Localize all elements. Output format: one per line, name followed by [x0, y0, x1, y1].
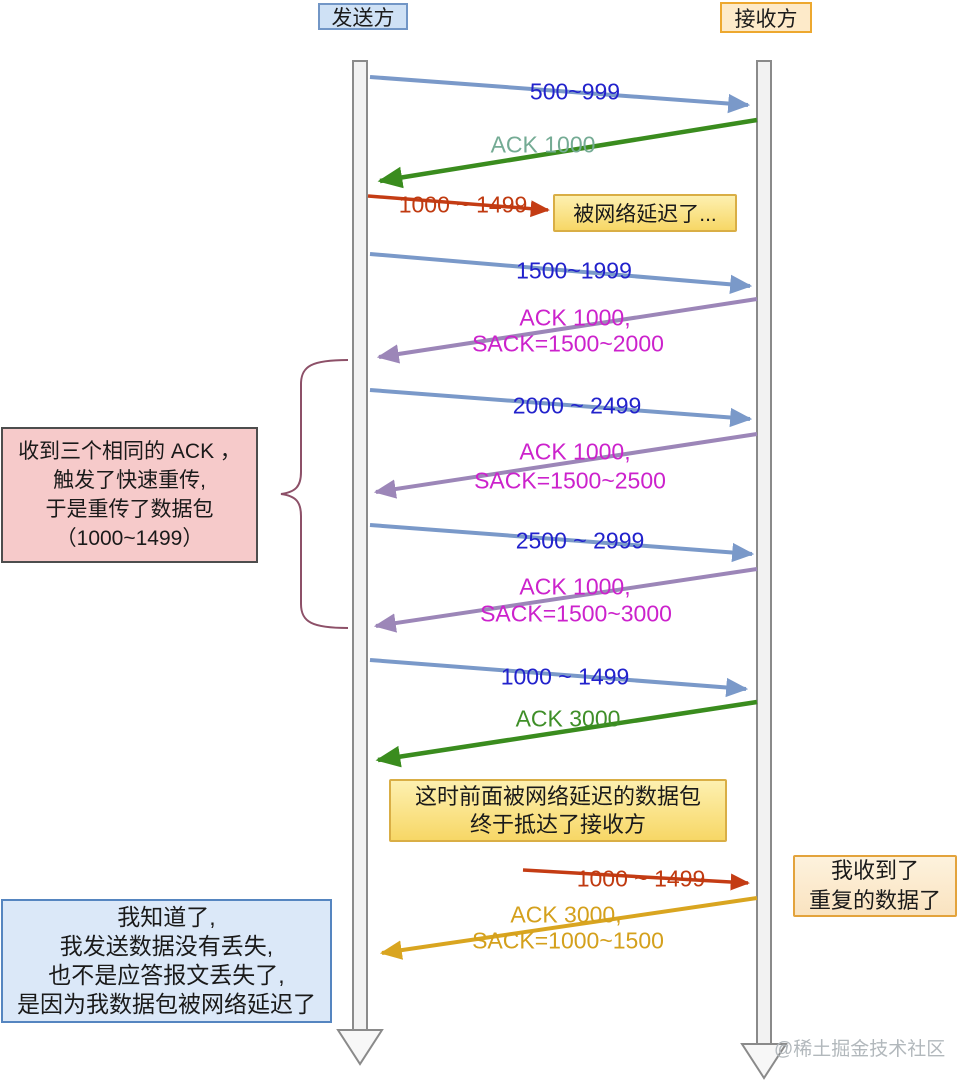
note-conclusion-line4: 是因为我数据包被网络延迟了 — [17, 991, 316, 1017]
arrow-data-2500-2999 — [369, 523, 755, 563]
note-delayed-packet-arrived-line1: 这时前面被网络延迟的数据包 — [414, 783, 701, 809]
message-label-1500-1999: 1500~1999 — [516, 257, 632, 284]
arrow-delayed-1000-1499 — [367, 194, 550, 218]
arrow-retransmit-1000-1499 — [369, 658, 749, 698]
note-conclusion-line2: 我发送数据没有丢失, — [59, 933, 274, 959]
message-label-2000-2499: 2000 ~ 2499 — [512, 392, 642, 419]
note-fast-retransmit-line2: 触发了快速重传, — [53, 469, 206, 492]
note-network-delayed: 被网络延迟了... — [553, 194, 737, 232]
message-label-sack-1500-2000: SACK=1500~2000 — [472, 330, 664, 357]
message-label-2500-2999: 2500 ~ 2999 — [515, 527, 645, 554]
note-network-delayed-text: 被网络延迟了... — [573, 203, 717, 226]
note-conclusion: 我知道了, 我发送数据没有丢失, 也不是应答报文丢失了, 是因为我数据包被网络延… — [1, 899, 332, 1023]
note-fast-retransmit-line3: 于是重传了数据包 — [45, 498, 214, 521]
lifeline-sender — [336, 60, 384, 1066]
note-conclusion-line1: 我知道了, — [117, 904, 216, 930]
message-label-sack-1500-2500: SACK=1500~2500 — [474, 467, 666, 494]
arrow-sack-1500-2000 — [376, 297, 758, 364]
message-label-sack-1000-1500: SACK=1000~1500 — [472, 927, 664, 954]
arrow-dsack-1000-1500 — [379, 896, 758, 960]
note-delayed-packet-arrived: 这时前面被网络延迟的数据包 终于抵达了接收方 — [389, 779, 727, 842]
arrow-data-1500-1999 — [369, 252, 753, 294]
message-label-ack-1000-line1: ACK 1000, — [519, 304, 631, 331]
arrow-sack-1500-3000 — [373, 567, 758, 633]
arrow-ack-1000 — [377, 117, 758, 189]
message-label-retransmit-1000-1499: 1000 ~ 1499 — [500, 663, 630, 690]
message-label-ack-3000: ACK 3000 — [515, 705, 621, 732]
message-label-ack-1000-line1b: ACK 1000, — [519, 438, 631, 465]
lifeline-receiver-arrowhead — [740, 1043, 788, 1080]
message-label-ack-3000-line1: ACK 3000, — [510, 901, 622, 928]
message-label-500-999: 500~999 — [529, 78, 621, 105]
message-label-ack-1000: ACK 1000 — [490, 131, 596, 158]
arrow-data-2000-2499 — [369, 388, 753, 428]
note-conclusion-line3: 也不是应答报文丢失了, — [48, 962, 285, 988]
message-label-delayed-1000-1499: 1000 ~ 1499 — [398, 191, 528, 218]
message-label-arrival-1000-1499: 1000 ~ 1499 — [576, 865, 706, 892]
receiver-label: 接收方 — [720, 2, 812, 33]
curly-brace — [280, 359, 349, 629]
arrow-data-500-999 — [369, 75, 751, 114]
arrow-sack-1500-2500 — [373, 432, 758, 499]
arrow-delayed-arrival-1000-1499 — [522, 868, 750, 891]
note-duplicate-data: 我收到了 重复的数据了 — [793, 855, 957, 917]
watermark: @稀土掘金技术社区 — [774, 1039, 946, 1060]
lifeline-receiver — [740, 60, 788, 1080]
message-label-sack-1500-3000: SACK=1500~3000 — [480, 600, 672, 627]
note-fast-retransmit-line4: （1000~1499） — [55, 527, 204, 550]
lifeline-sender-arrowhead — [336, 1029, 384, 1066]
note-fast-retransmit-line1: 收到三个相同的 ACK ， — [18, 440, 241, 463]
note-duplicate-data-line2: 重复的数据了 — [808, 888, 941, 913]
note-fast-retransmit: 收到三个相同的 ACK ， 触发了快速重传, 于是重传了数据包 （1000~14… — [1, 427, 258, 563]
sender-label: 发送方 — [318, 3, 408, 30]
arrow-ack-3000 — [375, 699, 758, 768]
message-label-ack-1000-line1c: ACK 1000, — [519, 573, 631, 600]
note-delayed-packet-arrived-line2: 终于抵达了接收方 — [469, 811, 646, 837]
note-duplicate-data-line1: 我收到了 — [830, 858, 919, 883]
